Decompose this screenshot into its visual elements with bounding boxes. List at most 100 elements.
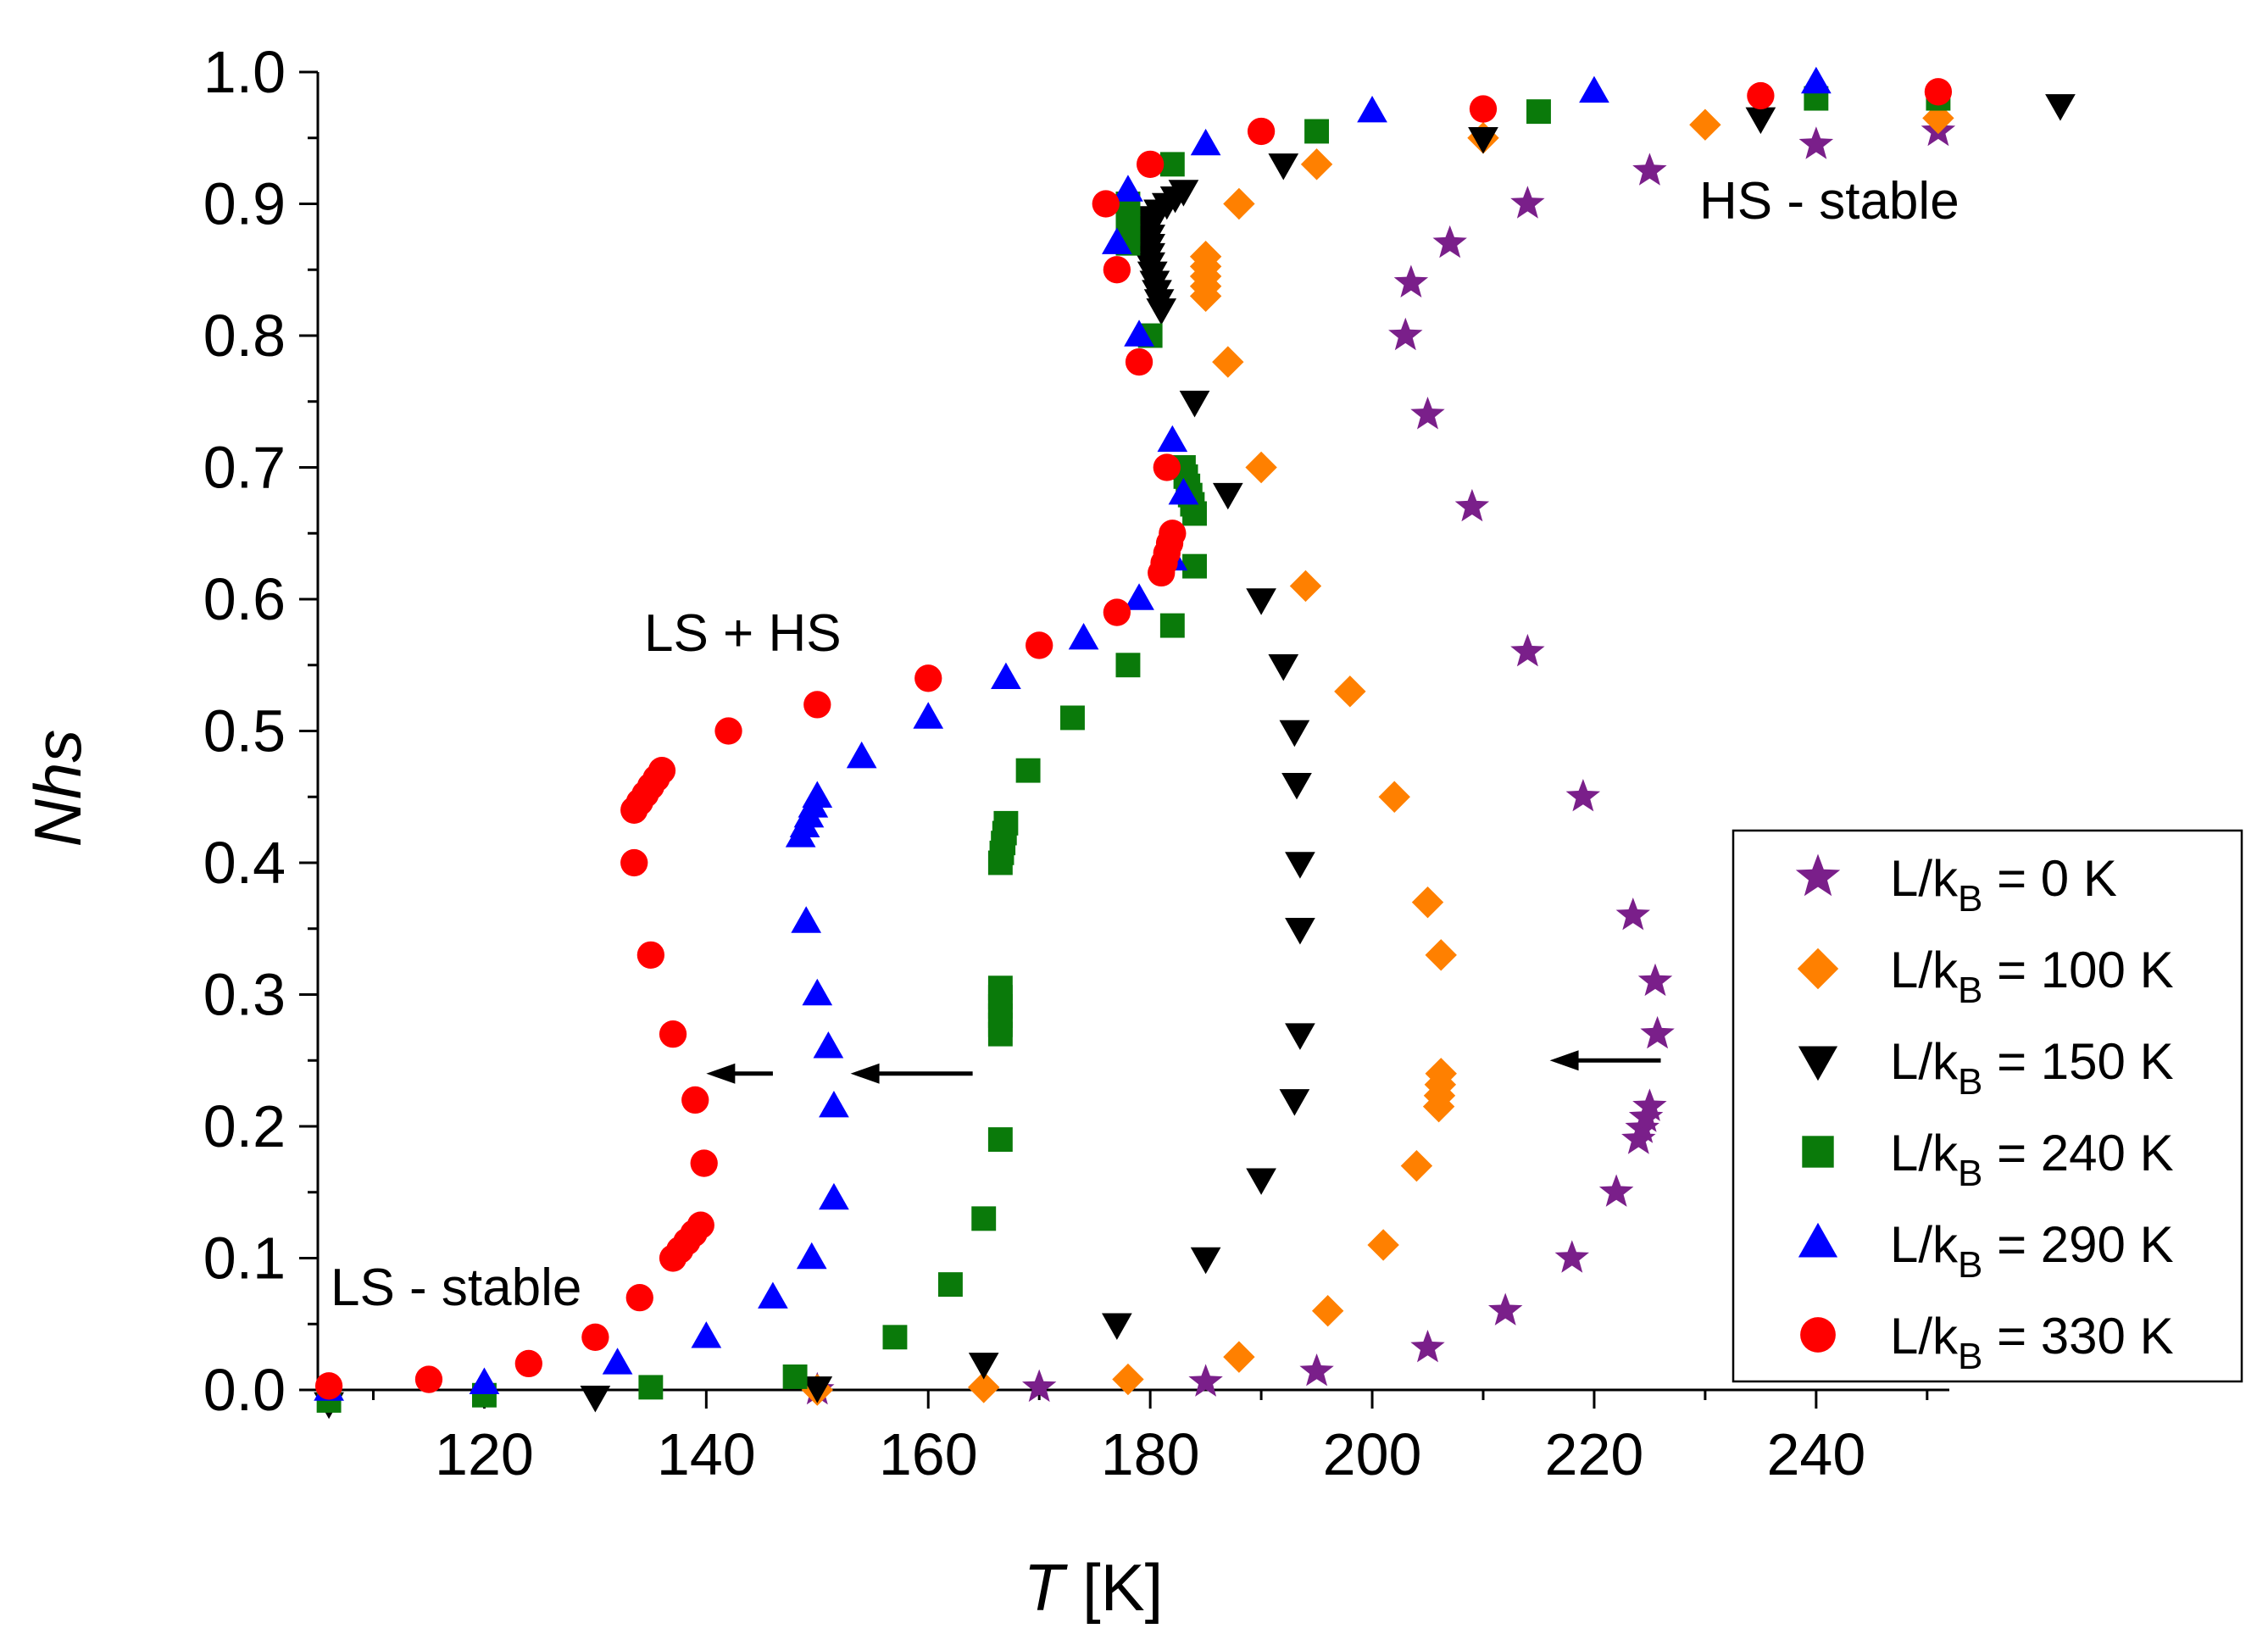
data-point (796, 1242, 827, 1270)
data-point (1115, 653, 1141, 678)
data-point (803, 691, 831, 719)
data-point (1615, 898, 1650, 931)
x-tick-label: 200 (1323, 1421, 1422, 1487)
data-point (414, 1365, 443, 1393)
x-tick-label: 220 (1545, 1421, 1644, 1487)
data-point (1022, 1369, 1057, 1403)
y-tick-label: 1.0 (203, 39, 286, 105)
data-point (1102, 227, 1132, 254)
data-point (1188, 1364, 1223, 1397)
x-tick-label: 140 (657, 1421, 756, 1487)
data-point (1334, 675, 1366, 708)
data-point (1124, 583, 1154, 610)
data-point (758, 1281, 788, 1309)
data-point (1268, 654, 1299, 681)
legend-label: L/kB = 240 K (1890, 1125, 2174, 1194)
y-tick-label: 0.0 (203, 1357, 286, 1423)
legend-box (1732, 829, 2243, 1383)
legend-label: L/kB = 0 K (1890, 850, 2117, 920)
data-point (993, 810, 1019, 836)
data-point (314, 1372, 343, 1400)
data-point (1136, 150, 1165, 179)
data-point (813, 1031, 844, 1059)
arrows (706, 1050, 1661, 1084)
data-point (659, 1020, 687, 1048)
data-point (1279, 720, 1310, 748)
data-point (913, 702, 944, 729)
data-point (1246, 1168, 1276, 1195)
legend-label: L/kB = 100 K (1890, 942, 2174, 1011)
data-point (1488, 1292, 1523, 1326)
data-point (1268, 153, 1299, 181)
data-point (1285, 1023, 1315, 1050)
data-point (1113, 175, 1143, 202)
data-point (1103, 598, 1131, 626)
data-point (802, 781, 833, 808)
data-point (1565, 779, 1601, 812)
data-point (690, 1149, 718, 1177)
legend-marker (1798, 1046, 1838, 1081)
data-point (1153, 453, 1181, 481)
data-point (1212, 346, 1244, 378)
data-point (1689, 108, 1721, 141)
data-point (2045, 94, 2076, 121)
data-point (987, 975, 1013, 1001)
data-point (1285, 918, 1315, 945)
plot-series (314, 66, 2076, 1420)
data-point (1425, 939, 1457, 971)
data-point (580, 1386, 611, 1413)
x-axis-title-symbol: T (1024, 1550, 1069, 1625)
data-point (1425, 1058, 1457, 1090)
data-point (1190, 128, 1221, 156)
data-point (1801, 66, 1832, 94)
data-point (1367, 1229, 1399, 1261)
data-point (1125, 347, 1153, 376)
y-tick-label: 0.9 (203, 171, 286, 237)
data-point (802, 1376, 833, 1403)
data-point (782, 1364, 808, 1389)
data-point (1632, 1088, 1667, 1121)
data-point (636, 941, 665, 969)
y-tick-label: 0.3 (203, 962, 286, 1028)
y-tick-label: 0.1 (203, 1226, 286, 1292)
legend-marker (1800, 1317, 1836, 1353)
data-point (1068, 622, 1099, 650)
data-point (1640, 1015, 1675, 1049)
data-point (1112, 1363, 1144, 1396)
data-point (1092, 190, 1120, 218)
data-point (1304, 119, 1330, 144)
data-point (1279, 1089, 1310, 1116)
data-point (1632, 153, 1667, 186)
data-point (1410, 397, 1445, 430)
data-point (1510, 186, 1545, 219)
series-circle (314, 78, 1953, 1400)
data-point (1393, 264, 1429, 297)
y-tick-label: 0.7 (203, 435, 286, 501)
data-point (1311, 1295, 1344, 1327)
y-axis-title: Nhs (20, 730, 95, 848)
y-tick-label: 0.6 (203, 566, 286, 632)
data-point (1579, 75, 1609, 103)
data-point (802, 978, 833, 1006)
data-point (714, 717, 742, 745)
legend-marker (1802, 1136, 1834, 1168)
data-point (937, 1272, 963, 1298)
data-point (1159, 152, 1185, 177)
data-point (691, 1321, 722, 1348)
data-point (1526, 99, 1551, 125)
data-point (1300, 148, 1333, 181)
x-axis-title: T [K] (1024, 1550, 1164, 1625)
data-point (1410, 1330, 1445, 1363)
data-point (1157, 425, 1188, 453)
data-point (1189, 241, 1222, 273)
series-triangle-down (314, 94, 2076, 1420)
data-point (1285, 852, 1315, 879)
data-point (1159, 613, 1185, 638)
series-diamond (801, 102, 1954, 1406)
series-star (800, 113, 1956, 1405)
x-tick-label: 240 (1766, 1421, 1865, 1487)
data-point (648, 757, 676, 785)
data-point (1281, 772, 1312, 800)
annotation-ls-hs: LS + HS (644, 604, 842, 663)
data-point (914, 664, 942, 692)
